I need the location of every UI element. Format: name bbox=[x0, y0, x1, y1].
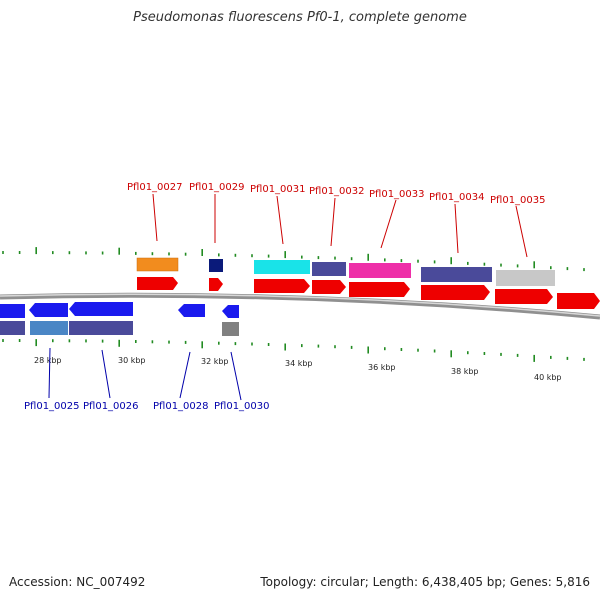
genome-summary-text: Topology: circular; Length: 6,438,405 bp… bbox=[260, 575, 590, 589]
gene-feature-pfl01-0026-cog[interactable] bbox=[69, 321, 133, 335]
top-label-leaders bbox=[152, 193, 528, 258]
gene-feature-pfl01-0029-cog[interactable] bbox=[209, 259, 223, 272]
forward-gene-track bbox=[137, 277, 600, 309]
gene-label-pfl01-0031[interactable]: Pfl01_0031 bbox=[250, 184, 306, 195]
gene-label-pfl01-0034[interactable]: Pfl01_0034 bbox=[429, 192, 485, 203]
genome-backbone-highlight bbox=[0, 293, 600, 317]
scale-label-32kbp: 32 kbp bbox=[201, 357, 229, 366]
gene-arrow-pfl01-0025[interactable] bbox=[29, 303, 68, 317]
gene-feature-pfl01-0027-cog[interactable] bbox=[136, 257, 179, 272]
gene-label-pfl01-0033[interactable]: Pfl01_0033 bbox=[369, 189, 425, 200]
scale-label-34kbp: 34 kbp bbox=[285, 359, 313, 368]
genome-backbone-line bbox=[0, 292, 600, 320]
leader-pfl01-0030 bbox=[230, 351, 242, 401]
gene-arrow-pfl01-0024[interactable] bbox=[0, 304, 25, 318]
map-title: Pseudomonas fluorescens Pf0-1, complete … bbox=[133, 10, 467, 25]
scale-labels: 28 kbp 30 kbp 32 kbp 34 kbp 36 kbp 38 kb… bbox=[34, 356, 562, 382]
top-gene-labels: Pfl01_0027 Pfl01_0029 Pfl01_0031 Pfl01_0… bbox=[127, 182, 546, 206]
gene-label-pfl01-0035[interactable]: Pfl01_0035 bbox=[490, 195, 546, 206]
gene-feature-pfl01-0034-cog[interactable] bbox=[421, 267, 492, 282]
gene-arrow-pfl01-0026[interactable] bbox=[69, 302, 133, 316]
gene-arrow-pfl01-0035[interactable] bbox=[495, 289, 553, 304]
leader-pfl01-0028 bbox=[179, 351, 191, 399]
gene-feature-pfl01-0033-cog[interactable] bbox=[349, 263, 411, 278]
leader-pfl01-0035 bbox=[515, 205, 528, 258]
gene-arrow-pfl01-0027[interactable] bbox=[137, 277, 178, 290]
reverse-gene-track bbox=[0, 302, 239, 318]
scale-label-28kbp: 28 kbp bbox=[34, 356, 62, 365]
reverse-cog-track bbox=[0, 321, 239, 336]
gene-label-pfl01-0030[interactable]: Pfl01_0030 bbox=[214, 401, 270, 412]
gene-arrow-pfl01-0030[interactable] bbox=[222, 305, 239, 318]
gene-feature-pfl01-0025-cog[interactable] bbox=[30, 321, 68, 335]
leader-pfl01-0031 bbox=[276, 195, 284, 245]
gene-feature-pfl01-0024-cog[interactable] bbox=[0, 321, 25, 335]
gene-label-pfl01-0027[interactable]: Pfl01_0027 bbox=[127, 182, 183, 193]
gene-arrow-pfl01-0029[interactable] bbox=[209, 278, 223, 291]
leader-pfl01-0027 bbox=[152, 193, 158, 242]
gene-arrow-pfl01-0031[interactable] bbox=[254, 279, 310, 293]
forward-cog-track bbox=[136, 257, 555, 286]
scale-label-30kbp: 30 kbp bbox=[118, 356, 146, 365]
accession-text: Accession: NC_007492 bbox=[9, 575, 146, 589]
gene-arrow-pfl01-0028[interactable] bbox=[178, 304, 205, 317]
leader-pfl01-0026 bbox=[101, 349, 111, 399]
gene-arrow-pfl01-0033[interactable] bbox=[349, 282, 410, 297]
gene-label-pfl01-0028[interactable]: Pfl01_0028 bbox=[153, 401, 209, 412]
gene-label-pfl01-0026[interactable]: Pfl01_0026 bbox=[83, 401, 139, 412]
gene-feature-pfl01-0031-cog[interactable] bbox=[254, 260, 310, 274]
gene-label-pfl01-0032[interactable]: Pfl01_0032 bbox=[309, 186, 365, 197]
leader-pfl01-0025 bbox=[48, 347, 51, 399]
gene-label-pfl01-0025[interactable]: Pfl01_0025 bbox=[24, 401, 80, 412]
scale-label-36kbp: 36 kbp bbox=[368, 363, 396, 372]
scale-label-40kbp: 40 kbp bbox=[534, 373, 562, 382]
leader-pfl01-0034 bbox=[454, 203, 459, 254]
bottom-label-leaders bbox=[48, 347, 242, 401]
bottom-gene-labels: Pfl01_0025 Pfl01_0026 Pfl01_0028 Pfl01_0… bbox=[24, 401, 270, 412]
gene-feature-pfl01-0032-cog[interactable] bbox=[312, 262, 346, 276]
bottom-tick-track bbox=[2, 339, 585, 362]
gene-arrow-pfl01-0034[interactable] bbox=[421, 285, 490, 300]
gene-feature-pfl01-0030-cog[interactable] bbox=[222, 322, 239, 336]
gene-feature-pfl01-0035-cog[interactable] bbox=[496, 270, 555, 286]
leader-pfl01-0033 bbox=[380, 199, 397, 249]
scale-label-38kbp: 38 kbp bbox=[451, 367, 479, 376]
gene-label-pfl01-0029[interactable]: Pfl01_0029 bbox=[189, 182, 245, 193]
gene-arrow-pfl01-0036[interactable] bbox=[557, 293, 600, 309]
top-tick-track bbox=[2, 247, 585, 272]
leader-pfl01-0032 bbox=[330, 197, 336, 247]
gene-arrow-pfl01-0032[interactable] bbox=[312, 280, 346, 294]
